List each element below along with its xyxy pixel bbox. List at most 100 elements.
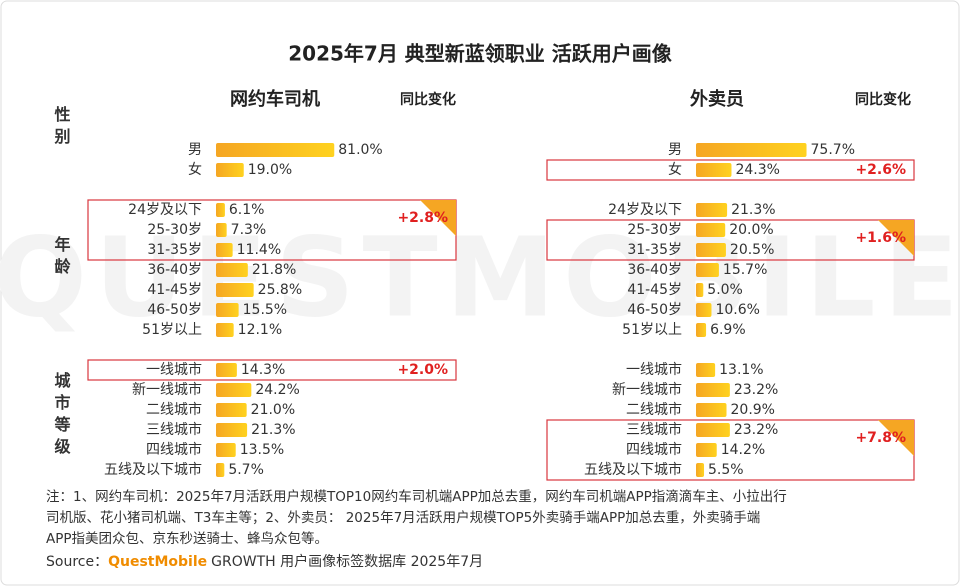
bar [696,263,719,277]
value-label: 21.3% [731,202,775,218]
value-label: 21.3% [251,422,295,438]
category-label: 新一线城市 [612,381,682,398]
watermark: QUESTMOBILE [0,213,960,341]
category-label: 51岁以上 [622,322,682,338]
note: 司机版、花小猪司机端、T3车主等；2、外卖员： 2025年7月活跃用户规模TOP… [46,509,760,526]
panel-title: 外卖员 [690,88,744,110]
category-label: 五线及以下城市 [104,461,202,478]
bar [216,223,227,237]
bar [696,383,730,397]
bar [216,203,225,217]
value-label: 13.1% [719,362,763,378]
note: APP指美团众包、京东秒送骑士、蜂鸟众包等。 [46,530,328,547]
change-header: 同比变化 [855,91,911,108]
value-label: 24.2% [255,382,299,398]
change-label: +7.8% [855,430,906,446]
category-label: 41-45岁 [147,282,202,298]
value-label: 6.1% [229,202,265,218]
category-label: 五线及以下城市 [584,461,682,478]
category-label: 三线城市 [626,421,682,438]
value-label: 20.9% [731,402,775,418]
value-label: 75.7% [811,142,855,158]
bar [696,143,807,157]
category-label: 男 [668,142,682,158]
value-label: 5.7% [228,462,264,478]
category-label: 男 [188,142,202,158]
value-label: 20.0% [729,222,773,238]
value-label: 19.0% [248,162,292,178]
value-label: 10.6% [715,302,759,318]
group-label: 城市等级 [52,372,72,460]
value-label: 24.3% [735,162,779,178]
value-label: 7.3% [231,222,267,238]
bar [216,443,236,457]
value-label: 25.8% [258,282,302,298]
corner-flag [878,220,914,256]
bar [696,423,730,437]
bar [216,403,247,417]
bar [216,303,239,317]
bar [216,463,225,477]
value-label: 5.0% [707,282,743,298]
value-label: 15.5% [243,302,287,318]
highlight-box [87,359,457,381]
value-label: 23.2% [734,422,778,438]
category-label: 36-40岁 [147,262,202,278]
bar [696,403,727,417]
value-label: 6.9% [710,322,746,338]
category-label: 新一线城市 [132,381,202,398]
bar [216,163,244,177]
value-label: 14.3% [241,362,285,378]
category-label: 二线城市 [626,401,682,418]
bar [696,463,705,477]
bar [216,383,252,397]
value-label: 14.2% [721,442,765,458]
bar [216,263,248,277]
category-label: 四线城市 [146,441,202,458]
panel-title: 网约车司机 [230,88,320,110]
change-label: +2.0% [397,362,448,378]
category-label: 二线城市 [146,401,202,418]
value-label: 12.1% [238,322,282,338]
category-label: 女 [188,161,202,178]
category-label: 31-35岁 [627,242,682,258]
bar [216,243,233,257]
value-label: 11.4% [237,242,281,258]
chart-title: 2025年7月 典型新蓝领职业 活跃用户画像 [288,42,673,66]
category-label: 51岁以上 [142,322,202,338]
category-label: 46-50岁 [627,302,682,318]
bar [696,363,716,377]
category-label: 24岁及以下 [608,202,682,218]
corner-flag [878,420,914,456]
category-label: 女 [668,161,682,178]
value-label: 13.5% [240,442,284,458]
category-label: 25-30岁 [627,222,682,238]
value-label: 5.5% [708,462,744,478]
source: Source：QuestMobile GROWTH 用户画像标签数据库 2025年… [46,553,483,570]
bar [696,443,717,457]
note: 注：1、网约车司机：2025年7月活跃用户规模TOP10网约车司机端APP加总去… [46,488,787,505]
change-label: +1.6% [855,230,906,246]
category-label: 41-45岁 [627,282,682,298]
category-label: 一线城市 [146,361,202,378]
bar [696,323,707,337]
value-label: 20.5% [730,242,774,258]
value-label: 15.7% [723,262,767,278]
bar [216,423,248,437]
category-label: 三线城市 [146,421,202,438]
category-label: 31-35岁 [147,242,202,258]
highlight-box [546,159,915,181]
bar [696,243,726,257]
bar [696,203,728,217]
value-label: 23.2% [734,382,778,398]
category-label: 25-30岁 [147,222,202,238]
category-label: 一线城市 [626,361,682,378]
change-label: +2.8% [397,210,448,226]
category-label: 24岁及以下 [128,202,202,218]
corner-flag [420,200,456,236]
change-label: +2.6% [855,162,906,178]
change-header: 同比变化 [400,91,456,108]
bar [216,283,254,297]
bar [696,223,726,237]
